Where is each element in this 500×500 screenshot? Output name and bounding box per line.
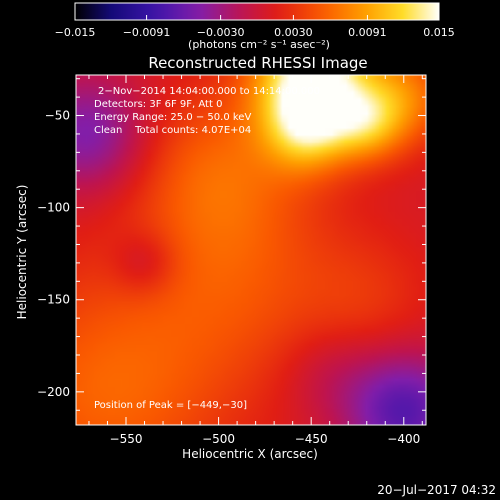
colorbar-ticks: −0.015 −0.0091 −0.0030 0.0030 0.0091 0.015: [55, 15, 455, 39]
x-axis-label: Heliocentric X (arcsec): [182, 447, 318, 461]
y-tick-label: −200: [37, 385, 70, 399]
footer-timestamp: 20−Jul−2017 04:32: [377, 483, 496, 497]
x-tick-label: −450: [295, 432, 328, 446]
plot-frame: [75, 74, 427, 426]
colorbar-gradient: [75, 3, 439, 20]
heatmap-image: [75, 74, 427, 426]
colorbar-tick-label: 0.0091: [348, 26, 387, 39]
heatmap-raster: [76, 75, 426, 425]
colorbar-units: (photons cm⁻² s⁻¹ asec⁻²): [188, 38, 330, 51]
axis-ticks: −550 −500 −450 −400 −50 −100 −150 −200: [37, 75, 426, 446]
colorbar-tick-label: 0.015: [423, 26, 455, 39]
colorbar: −0.015 −0.0091 −0.0030 0.0030 0.0091 0.015 (p…: [55, 2, 455, 51]
y-tick-label: −50: [45, 109, 70, 123]
chart-title: Reconstructed RHESSI Image: [148, 54, 367, 72]
annotation-detectors: Detectors: 3F 6F 9F, Att 0: [94, 99, 222, 110]
peak-position-label: Position of Peak = [−449,−30]: [94, 400, 247, 411]
annotation-block: 2−Nov−2014 14:04:00.000 to 14:14:00.000 …: [94, 86, 320, 136]
x-tick-label: −500: [202, 432, 235, 446]
y-tick-label: −100: [37, 201, 70, 215]
x-tick-label: −400: [387, 432, 420, 446]
colorbar-frame: [74, 2, 440, 21]
colorbar-tick-label: −0.015: [55, 26, 96, 39]
colorbar-tick-label: 0.0030: [274, 26, 313, 39]
annotation-total-counts: Clean Total counts: 4.07E+04: [94, 125, 251, 136]
x-tick-label: −550: [110, 432, 143, 446]
colorbar-tick-label: −0.0030: [197, 26, 245, 39]
y-tick-label: −150: [37, 293, 70, 307]
annotation-energy-range: Energy Range: 25.0 − 50.0 keV: [94, 112, 251, 123]
y-axis-label: Heliocentric Y (arcsec): [15, 185, 29, 320]
annotation-time-range: 2−Nov−2014 14:04:00.000 to 14:14:00.000: [98, 86, 320, 97]
colorbar-tick-label: −0.0091: [123, 26, 171, 39]
